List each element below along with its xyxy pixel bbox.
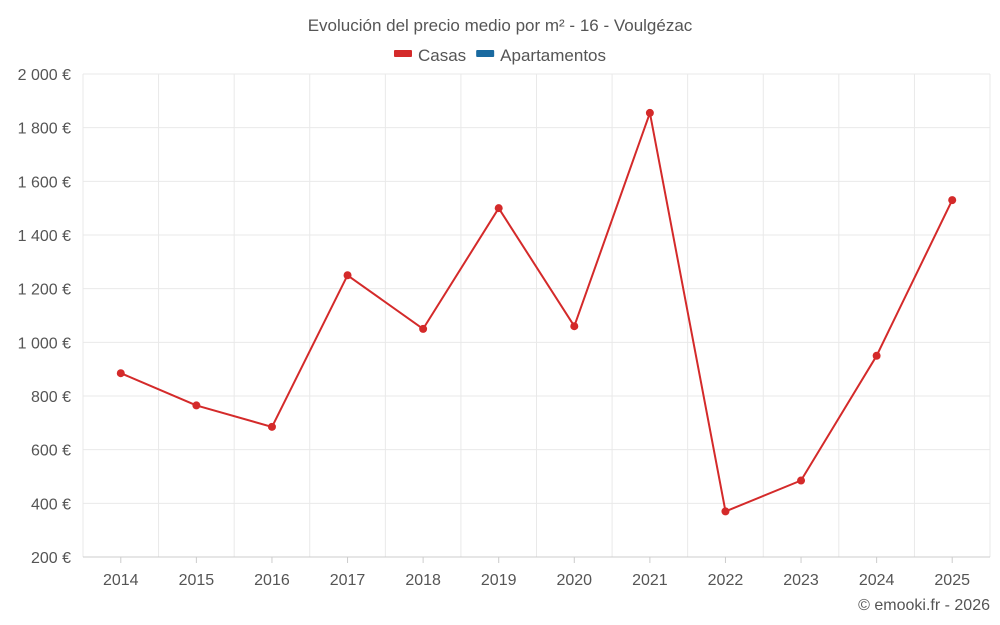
legend-label: Apartamentos — [500, 46, 606, 65]
data-point — [872, 351, 881, 360]
x-tick-label: 2014 — [103, 572, 139, 589]
x-tick-label: 2016 — [254, 572, 290, 589]
data-point — [267, 422, 276, 431]
y-tick-label: 1 600 € — [18, 174, 71, 191]
data-point — [419, 324, 428, 333]
series-layer — [116, 108, 957, 516]
x-tick-label: 2020 — [556, 572, 592, 589]
x-tick-label: 2021 — [632, 572, 668, 589]
x-tick-label: 2017 — [330, 572, 366, 589]
x-tick-label: 2018 — [405, 572, 441, 589]
x-axis: 2014 2015 2016 2017 2018 2019 2020 2021 2022 2023… — [83, 556, 990, 589]
data-point — [797, 476, 806, 485]
y-tick-label: 1 200 € — [18, 282, 71, 299]
y-axis: 200 € 400 € 600 € 800 € 1 000 € 1 200 € 1 400 … — [18, 67, 71, 567]
legend-label: Casas — [418, 46, 466, 65]
series-line-casas — [120, 111, 954, 513]
chart-title: Evolución del precio medio por m² - 16 -… — [308, 16, 693, 35]
legend-swatch-apartamentos — [476, 50, 495, 57]
data-point — [494, 204, 503, 213]
y-tick-label: 200 € — [31, 550, 71, 567]
x-tick-label: 2024 — [859, 572, 895, 589]
data-point — [721, 507, 730, 516]
data-point — [570, 322, 579, 331]
y-tick-label: 1 000 € — [18, 335, 71, 352]
y-tick-label: 600 € — [31, 443, 71, 460]
x-tick-label: 2025 — [934, 572, 970, 589]
y-tick-label: 1 800 € — [18, 121, 71, 138]
y-tick-label: 2 000 € — [18, 67, 71, 84]
y-tick-label: 1 400 € — [18, 228, 71, 245]
credit-text: © emooki.fr - 2026 — [858, 597, 990, 614]
x-tick-label: 2019 — [481, 572, 517, 589]
data-point — [948, 196, 957, 205]
grid-lines — [82, 73, 991, 557]
data-point — [116, 369, 125, 378]
x-tick-label: 2023 — [783, 572, 819, 589]
y-tick-label: 800 € — [31, 389, 71, 406]
legend-swatch-casas — [393, 50, 412, 57]
x-tick-label: 2015 — [179, 572, 215, 589]
x-tick-label: 2022 — [708, 572, 744, 589]
y-tick-label: 400 € — [31, 496, 71, 513]
data-point — [192, 401, 201, 410]
data-point — [343, 271, 352, 280]
legend: Casas Apartamentos — [393, 46, 606, 65]
data-point — [645, 108, 654, 117]
